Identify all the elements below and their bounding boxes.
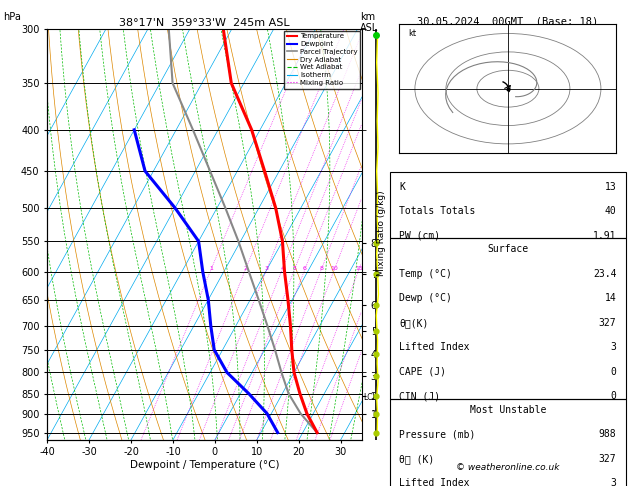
Bar bbox=[390, 238, 626, 399]
Text: 0: 0 bbox=[611, 367, 616, 377]
Text: Pressure (mb): Pressure (mb) bbox=[399, 429, 476, 439]
Text: CAPE (J): CAPE (J) bbox=[399, 367, 447, 377]
Text: Lifted Index: Lifted Index bbox=[399, 478, 470, 486]
Text: 40: 40 bbox=[604, 206, 616, 216]
Title: 38°17'N  359°33'W  245m ASL: 38°17'N 359°33'W 245m ASL bbox=[119, 18, 290, 28]
Text: hPa: hPa bbox=[3, 12, 21, 22]
Text: Mixing Ratio (g/kg): Mixing Ratio (g/kg) bbox=[377, 191, 386, 276]
Text: © weatheronline.co.uk: © weatheronline.co.uk bbox=[456, 463, 560, 471]
Text: θᴇ (K): θᴇ (K) bbox=[399, 454, 435, 464]
Text: 2: 2 bbox=[244, 266, 248, 271]
Text: 1: 1 bbox=[209, 266, 213, 271]
Text: 988: 988 bbox=[599, 429, 616, 439]
Text: K: K bbox=[399, 182, 405, 191]
Text: 0: 0 bbox=[611, 391, 616, 401]
Text: 15: 15 bbox=[355, 266, 363, 271]
Text: kt: kt bbox=[408, 30, 416, 38]
Text: 13: 13 bbox=[604, 182, 616, 191]
Text: 8: 8 bbox=[320, 266, 323, 271]
Text: 1.91: 1.91 bbox=[593, 231, 616, 241]
Text: 30.05.2024  00GMT  (Base: 18): 30.05.2024 00GMT (Base: 18) bbox=[417, 17, 599, 27]
Text: 14: 14 bbox=[604, 293, 616, 303]
Text: 23.4: 23.4 bbox=[593, 269, 616, 278]
Text: Totals Totals: Totals Totals bbox=[399, 206, 476, 216]
Text: Surface: Surface bbox=[487, 244, 528, 254]
Text: Lifted Index: Lifted Index bbox=[399, 342, 470, 352]
Text: PW (cm): PW (cm) bbox=[399, 231, 440, 241]
Text: 6: 6 bbox=[303, 266, 307, 271]
Text: 5: 5 bbox=[293, 266, 297, 271]
Text: Temp (°C): Temp (°C) bbox=[399, 269, 452, 278]
Text: 327: 327 bbox=[599, 318, 616, 328]
Text: km
ASL: km ASL bbox=[360, 12, 378, 33]
X-axis label: Dewpoint / Temperature (°C): Dewpoint / Temperature (°C) bbox=[130, 460, 279, 470]
Text: Dewp (°C): Dewp (°C) bbox=[399, 293, 452, 303]
Text: Most Unstable: Most Unstable bbox=[470, 405, 546, 415]
Text: 3: 3 bbox=[611, 478, 616, 486]
Bar bbox=[390, 399, 626, 486]
Bar bbox=[390, 172, 626, 238]
Text: CIN (J): CIN (J) bbox=[399, 391, 440, 401]
Text: θᴇ(K): θᴇ(K) bbox=[399, 318, 429, 328]
Text: 3: 3 bbox=[611, 342, 616, 352]
Text: 10: 10 bbox=[331, 266, 338, 271]
Legend: Temperature, Dewpoint, Parcel Trajectory, Dry Adiabat, Wet Adiabat, Isotherm, Mi: Temperature, Dewpoint, Parcel Trajectory… bbox=[284, 31, 360, 88]
Text: LCL: LCL bbox=[363, 393, 377, 402]
Text: 3: 3 bbox=[265, 266, 269, 271]
Text: 327: 327 bbox=[599, 454, 616, 464]
Text: 4: 4 bbox=[281, 266, 284, 271]
